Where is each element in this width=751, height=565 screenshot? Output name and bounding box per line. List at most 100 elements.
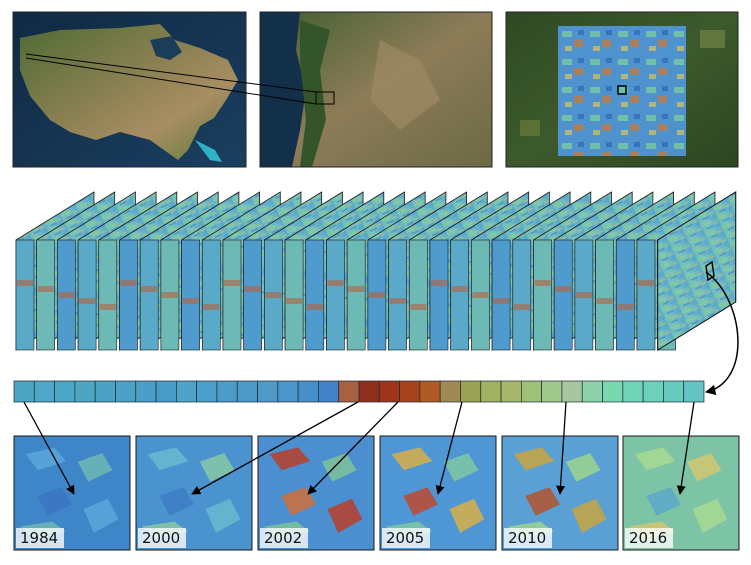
timeline-cell [338,380,360,403]
year-label: 2016 [629,529,667,547]
year-label-bg [16,528,64,548]
timeline-cell [216,380,238,403]
stack-frame-streak [431,280,447,286]
timeline-cell [439,380,461,403]
stack-frame-edge [77,239,97,351]
stack-frame-streak [451,286,468,292]
snapshot-patch [646,487,681,516]
snapshot-patch [449,498,485,533]
snapshot-row: 1984 2000 2002 2005 2010 2016 [13,435,740,551]
arrow-2005 [435,401,463,495]
snapshot-patch [77,453,113,482]
stack-frame-streak [37,286,54,292]
timeline-cell [155,380,177,403]
stack-frame-streak [472,292,489,298]
snapshot-patch [513,447,555,471]
stack-frame-streak [617,304,634,310]
stack-frame-streak [161,292,178,298]
stack-frame-streak [79,298,96,304]
timeline-cell [683,380,705,403]
stack-frame-streak [327,280,344,286]
year-label-bg [138,528,186,548]
snapshot-patch [634,447,676,471]
timeline-cell [115,380,137,403]
snapshot-2002: 2002 [257,435,375,551]
stack-frame-streak [368,292,385,298]
timeline-cell [277,380,299,403]
arrow-2002 [307,401,399,495]
snapshot-2016: 2016 [622,435,740,551]
stack-frame-edge [202,239,221,351]
snapshot-border [257,435,375,551]
year-label-bg [260,528,308,548]
stack-frame-edge [491,239,511,351]
stack-frame-edge [553,239,573,351]
snapshot-patch [565,453,601,482]
timeline-cell [358,380,380,403]
timeline-cell [236,380,258,403]
snapshot-2005: 2005 [379,435,497,551]
stack-frame-edge [450,239,470,351]
snapshot-patch [443,453,479,482]
timeline-cell [500,380,522,403]
timeline-cell [378,380,400,403]
stack-frame-streak [203,304,220,310]
stack-frame-edge [388,239,407,351]
snapshot-border [135,435,253,551]
stack-frame-streak [575,292,592,298]
stack-frame-edge [512,239,532,351]
timeline-cell [642,380,664,403]
snapshot-patch [269,447,311,471]
stack-frame-streak [286,298,303,304]
timeline-cell [541,380,563,403]
arrow-2000 [191,401,359,495]
timeline-cell [399,380,421,403]
arrow-2016 [676,401,695,495]
timeline-cell [74,380,96,403]
snapshot-patch [686,453,722,482]
latest-frame [657,191,737,351]
timeline-cell [196,380,218,403]
timeline-cell [460,380,482,403]
stack-frame-streak [265,292,282,298]
stack-frame-streak [306,304,323,310]
stack-frame-streak [493,298,510,304]
timeline-cell [257,380,279,403]
year-label-bg [382,528,430,548]
timeline-cell [318,380,340,403]
stack-frame-streak [596,298,613,304]
stack-frame-streak [513,304,530,310]
arrow-2010 [555,401,567,495]
timeline-cell [54,380,76,403]
stack-frame-streak [555,286,572,292]
snapshot-patch [391,447,433,471]
stack-frame-edge [305,239,325,351]
frame-pixel-marker [705,260,715,282]
timeline-cell [602,380,624,403]
timeline-cell [520,380,542,403]
pacific-northwest-map [260,12,492,167]
stack-frame-edge [429,239,449,351]
stack-frame-edge [243,239,262,351]
study-area-overlay [558,26,686,156]
year-label: 2010 [508,529,546,547]
stack-frame-streak [224,280,240,286]
stack-frame-streak [99,304,116,310]
stack-frame-edge [284,239,304,351]
snapshot-patch [37,487,72,516]
snapshot-border [501,435,619,551]
snapshot-patch [159,487,194,516]
pixel-timeline [13,380,705,403]
year-label-bg [625,528,673,548]
snapshot-patch [403,487,438,516]
stack-frame-edge [533,239,552,351]
stack-frame-streak [182,298,199,304]
snapshot-patch [571,498,607,533]
stack-frame-streak [244,286,261,292]
stack-frame-edge [346,239,366,351]
snapshot-patch [525,487,560,516]
stack-frame-edge [326,239,345,351]
stack-frame-streak [389,298,406,304]
stack-frame-streak [638,280,654,286]
stack-frame-edge [139,239,159,351]
